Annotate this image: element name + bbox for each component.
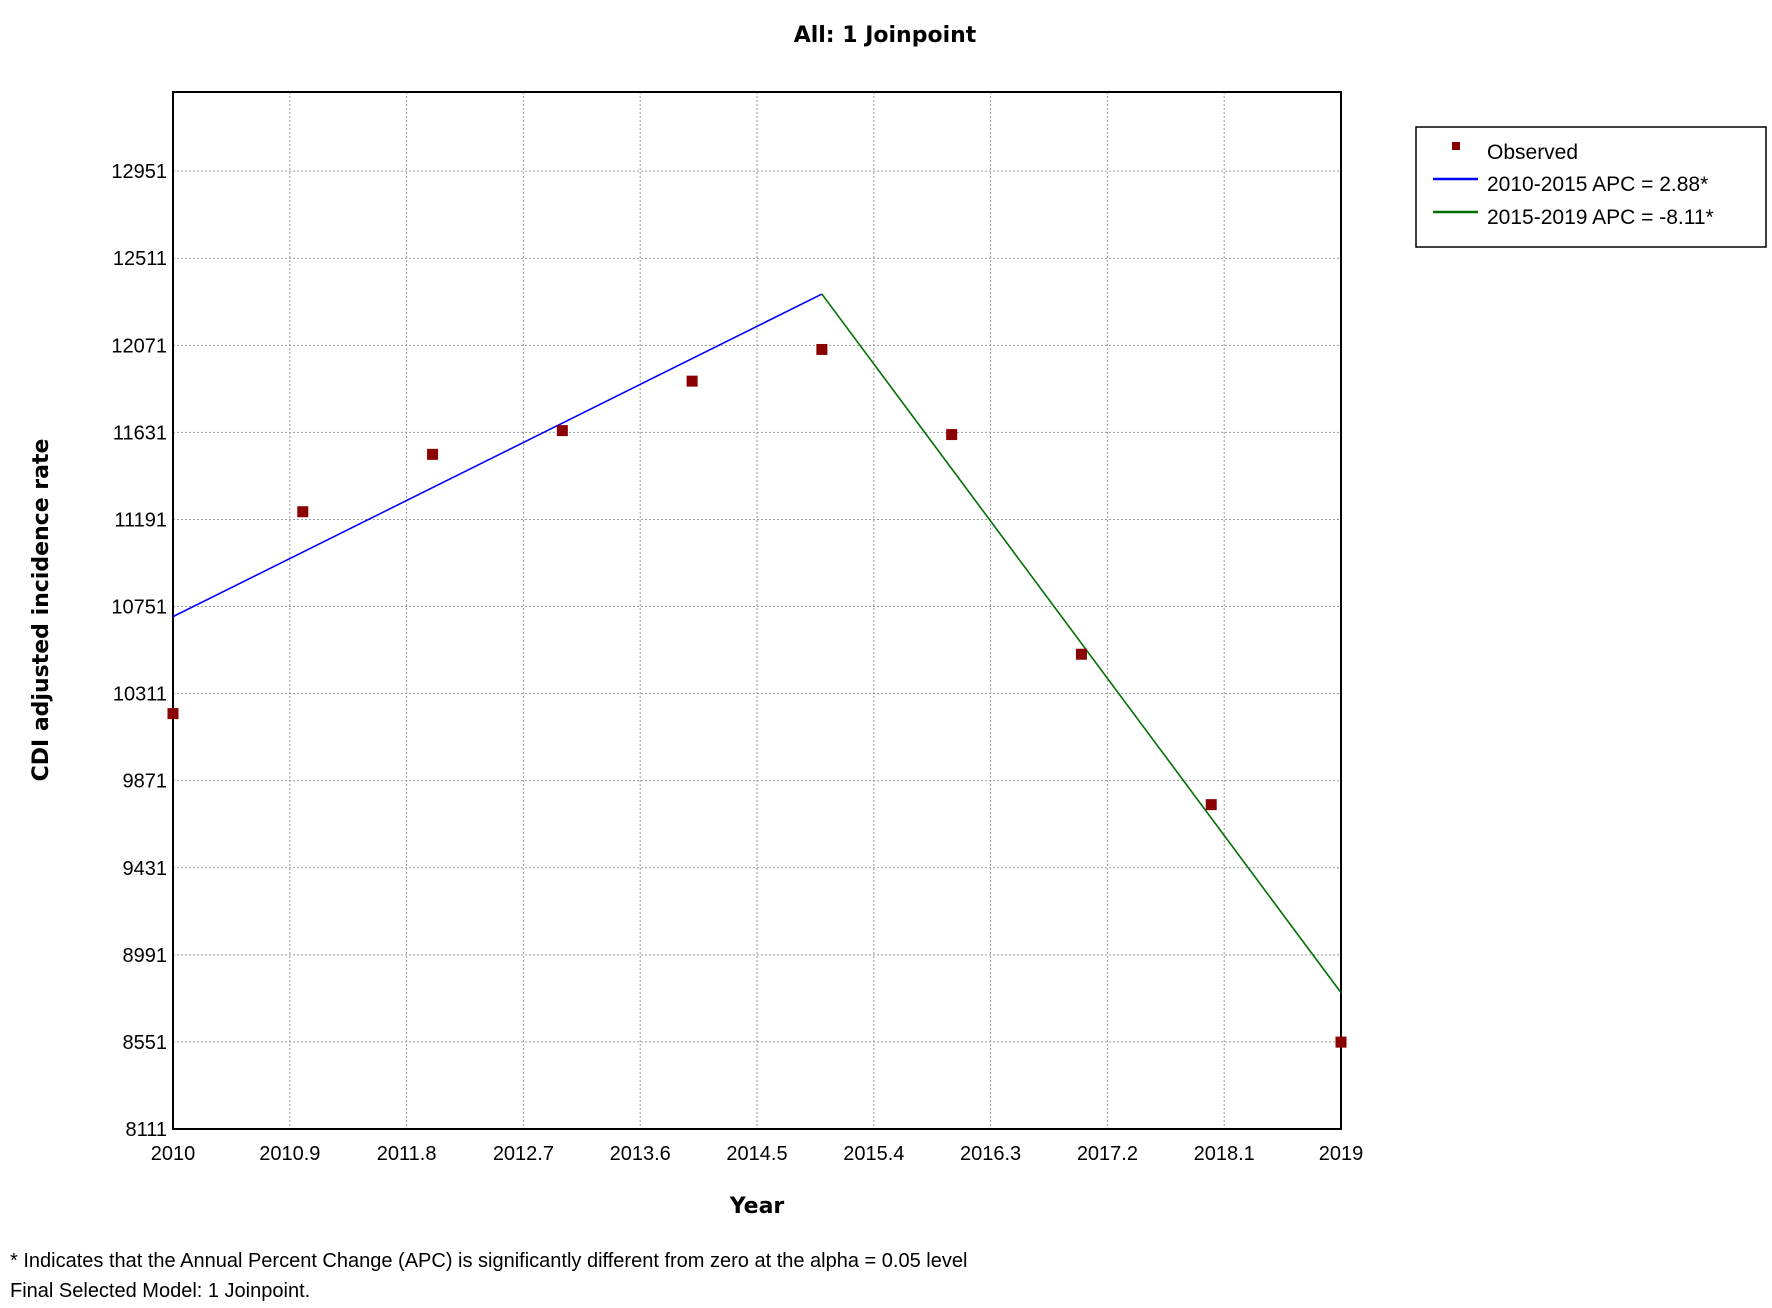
observed-point-2011 (297, 506, 309, 518)
legend: Observed 2010-2015 APC = 2.88* 2015-2019… (1415, 126, 1767, 248)
y-tick-label-11: 12951 (111, 161, 167, 183)
legend-observed-label: Observed (1487, 141, 1578, 164)
x-tick-label-10: 2019 (1319, 1143, 1364, 1165)
observed-points (167, 343, 1347, 1048)
y-tick-label-0: 8111 (125, 1119, 167, 1141)
x-tick-label-5: 2014.5 (726, 1143, 787, 1165)
observed-point-2012 (427, 448, 439, 460)
y-tick-label-1: 8551 (123, 1032, 168, 1054)
x-tick-label-0: 2010 (151, 1143, 196, 1165)
y-tick-label-9: 12071 (111, 335, 167, 357)
trend-line-1 (172, 293, 823, 618)
y-tick-label-5: 10311 (113, 684, 167, 706)
observed-point-2014 (686, 375, 698, 387)
trend-line-2 (821, 293, 1342, 994)
x-tick-labels: 2010 2010.9 2011.8 2012.7 2013.6 2014.5 2015.4… (151, 1143, 1364, 1165)
x-tick-label-3: 2012.7 (493, 1143, 554, 1165)
y-tick-labels: 8111 8551 8991 9431 9871 10311 10751 11191 11631… (111, 161, 167, 1141)
x-tick-label-1: 2010.9 (259, 1143, 320, 1165)
x-tick-label-9: 2018.1 (1194, 1143, 1255, 1165)
observed-point-2017 (1075, 648, 1087, 660)
observed-point-2015 (816, 343, 828, 355)
observed-point-2019 (1335, 1036, 1347, 1048)
y-tick-label-8: 11631 (113, 422, 167, 444)
y-tick-label-4: 9871 (123, 771, 168, 793)
y-tick-label-2: 8991 (123, 945, 168, 967)
legend-box (1415, 126, 1767, 248)
x-axis-title: Year (729, 1194, 785, 1219)
observed-point-2016 (946, 429, 958, 441)
x-tick-label-4: 2013.6 (610, 1143, 671, 1165)
observed-point-2018 (1205, 799, 1217, 811)
footnote-significance: * Indicates that the Annual Percent Chan… (10, 1250, 968, 1272)
grid-lines (172, 92, 1342, 1130)
y-tick-label-3: 9431 (123, 858, 168, 880)
observed-point-2013 (556, 425, 568, 437)
y-tick-label-6: 10751 (111, 597, 167, 619)
plot-area (172, 91, 1342, 1130)
trend-lines (172, 293, 1342, 994)
x-tick-label-8: 2017.2 (1077, 1143, 1138, 1165)
legend-series-1-label: 2010-2015 APC = 2.88* (1487, 173, 1708, 196)
x-tick-label-7: 2016.3 (960, 1143, 1021, 1165)
y-tick-label-7: 11191 (114, 509, 167, 531)
x-tick-label-2: 2011.8 (377, 1143, 437, 1165)
legend-observed-marker (1452, 142, 1460, 150)
x-tick-label-6: 2015.4 (843, 1143, 904, 1165)
y-tick-label-10: 12511 (113, 248, 167, 270)
legend-series-2-label: 2015-2019 APC = -8.11* (1487, 206, 1714, 229)
footnote-final-model: Final Selected Model: 1 Joinpoint. (10, 1280, 311, 1302)
y-axis-title: CDI adjusted incidence rate (29, 439, 54, 782)
observed-point-2010 (167, 708, 179, 720)
chart-title: All: 1 Joinpoint (794, 23, 977, 48)
